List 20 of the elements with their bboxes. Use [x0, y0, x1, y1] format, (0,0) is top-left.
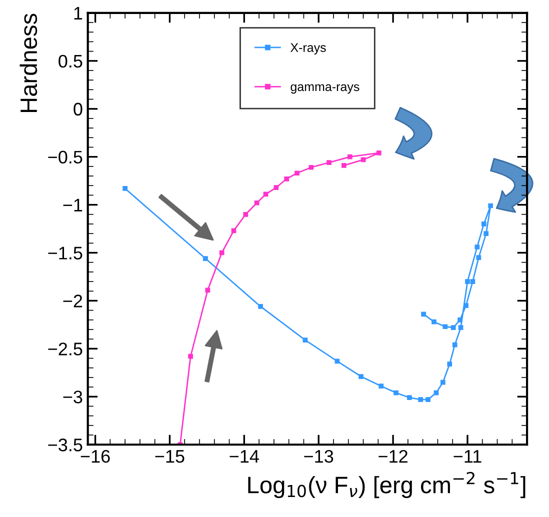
x-tick-label: −12 [378, 450, 408, 463]
x-tick-label: −11 [454, 450, 482, 463]
y-tick-label: −3 [63, 390, 82, 404]
x-tick-label: −16 [80, 450, 110, 463]
legend-label: gamma-rays [290, 84, 360, 94]
x-tick-label: −13 [304, 450, 334, 463]
y-tick-label: −2.5 [48, 342, 82, 356]
y-tick-label: 1 [74, 7, 82, 20]
text: Log$_{10}$(ν F$_{ν}$) [erg cm$^{−2}$ s$^{−1}$] [248, 472, 526, 498]
x-tick-label: −14 [230, 450, 259, 463]
x-tick-label: −15 [155, 450, 184, 463]
y-tick-label: −0.5 [48, 150, 82, 164]
legend-label: X-rays [290, 43, 326, 54]
y-tick-label: 0 [74, 102, 82, 116]
y-tick-label: −1 [63, 198, 82, 212]
y-axis-title: Hardness [20, 14, 38, 112]
y-tick-label: −3.5 [48, 438, 82, 452]
y-tick-label: 0.5 [58, 54, 82, 68]
y-tick-label: −1.5 [48, 246, 82, 260]
y-tick-label: −2 [63, 294, 82, 308]
